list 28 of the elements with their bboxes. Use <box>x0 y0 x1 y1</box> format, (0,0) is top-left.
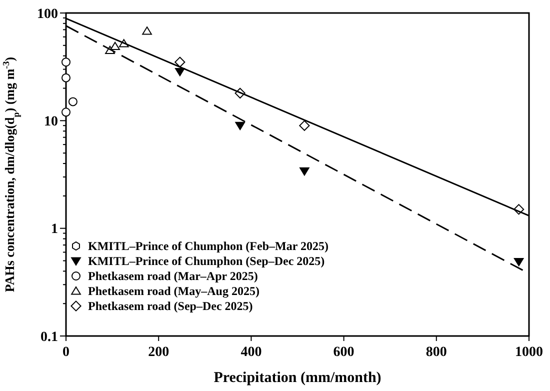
y-tick-label: 10 <box>44 114 58 130</box>
x-tick-label: 0 <box>62 345 70 360</box>
y-tick-label: 0.1 <box>40 330 58 345</box>
legend-label: KMITL–Prince of Chumphon (Feb–Mar 2025) <box>88 239 328 254</box>
legend-label: KMITL–Prince of Chumphon (Sep–Dec 2025) <box>88 254 325 268</box>
legend-label: Phetkasem road (May–Aug 2025) <box>88 284 260 298</box>
x-tick-label: 400 <box>240 345 262 360</box>
point <box>62 58 70 67</box>
x-axis-title: Precipitation (mm/month) <box>214 370 382 386</box>
y-tick-label: 100 <box>37 6 58 22</box>
point <box>68 97 78 106</box>
y-tick-label: 1 <box>51 222 58 238</box>
x-tick-label: 200 <box>148 345 170 360</box>
point <box>62 73 70 82</box>
x-tick-label: 800 <box>426 345 447 360</box>
point <box>299 120 310 131</box>
legend-label: Phetkasem road (Mar–Apr 2025) <box>88 269 258 284</box>
point <box>235 122 245 130</box>
x-tick-label: 1000 <box>515 345 543 360</box>
point <box>300 167 310 176</box>
point <box>62 108 70 117</box>
point <box>514 258 524 266</box>
point <box>174 56 186 68</box>
point <box>110 42 120 50</box>
point <box>175 68 185 76</box>
legend-label: Phetkasem road (Sep–Dec 2025) <box>88 299 253 314</box>
x-tick-label: 600 <box>333 345 354 360</box>
point <box>142 26 152 35</box>
